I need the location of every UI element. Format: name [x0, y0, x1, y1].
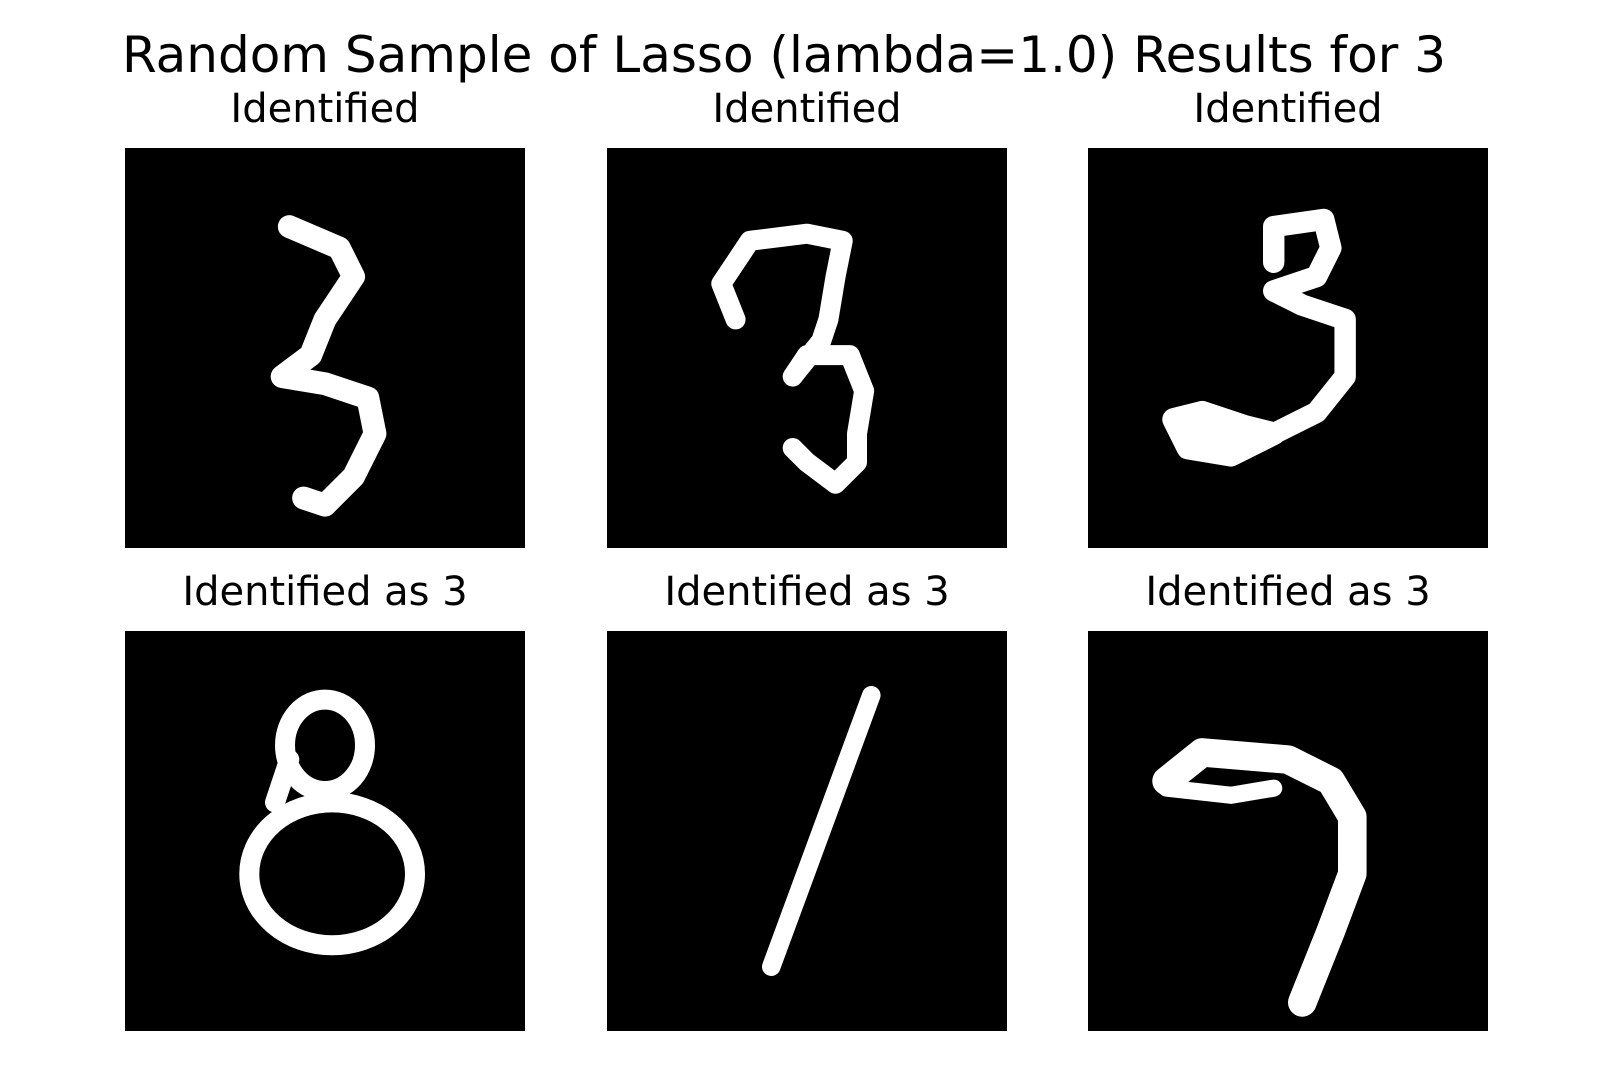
panel-title: Identified — [230, 86, 419, 132]
digit-image — [125, 148, 525, 548]
digit-image — [1088, 148, 1488, 548]
digit-image — [125, 631, 525, 1031]
panel-title: Identified as 3 — [664, 569, 949, 615]
panel-title: Identified — [1193, 86, 1382, 132]
panel-title: Identified as 3 — [1145, 569, 1430, 615]
digit-image — [1088, 631, 1488, 1031]
panel-title: Identified — [712, 86, 901, 132]
figure-title: Random Sample of Lasso (lambda=1.0) Resu… — [122, 26, 1446, 84]
digit-image — [607, 148, 1007, 548]
digit-image — [607, 631, 1007, 1031]
panel-title: Identified as 3 — [182, 569, 467, 615]
